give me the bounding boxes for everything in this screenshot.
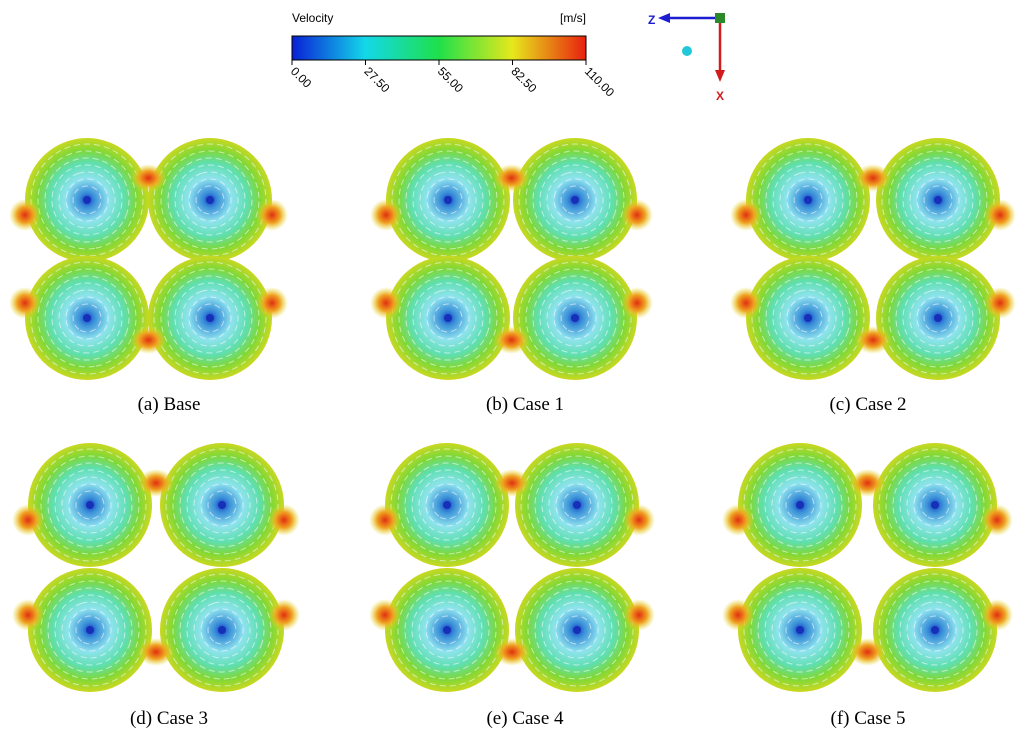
hotspot [730, 287, 762, 319]
hotspot [722, 599, 754, 631]
core [443, 626, 451, 634]
colorbar [292, 36, 586, 60]
core [83, 196, 91, 204]
hotspot [855, 164, 891, 192]
colorbar-tick-label: 27.50 [361, 64, 392, 95]
core [218, 626, 226, 634]
hotspot [369, 599, 401, 631]
colorbar-tick-label: 0.00 [288, 64, 315, 91]
panel-caption: (a) Base [138, 394, 201, 415]
core [796, 501, 804, 509]
core [934, 196, 942, 204]
core [444, 196, 452, 204]
hotspot [494, 164, 530, 192]
core [443, 501, 451, 509]
core [86, 626, 94, 634]
axis-label: X [716, 89, 724, 103]
panel [730, 122, 1016, 396]
hotspot [370, 287, 402, 319]
panel-caption: (f) Case 5 [831, 708, 906, 729]
hotspot [984, 199, 1016, 231]
core [804, 196, 812, 204]
hotspot [850, 638, 886, 666]
colorbar-tick-label: 82.50 [508, 64, 539, 95]
panel [369, 427, 655, 708]
hotspot [268, 504, 300, 536]
panel [12, 427, 300, 708]
panel-caption: (b) Case 1 [486, 394, 564, 415]
hotspot [623, 599, 655, 631]
figure: Velocity [m/s] Z X 0.00 27.50 55.00 82.50 11… [0, 0, 1016, 743]
colorbar-title: Velocity [292, 11, 333, 25]
hotspot [370, 199, 402, 231]
hotspot [268, 599, 300, 631]
axis-triad [658, 13, 725, 82]
core [931, 501, 939, 509]
core [573, 501, 581, 509]
hotspot [621, 199, 653, 231]
colorbar-tick-label: 55.00 [435, 64, 466, 95]
hotspot [855, 326, 891, 354]
panel [722, 427, 1013, 708]
core [444, 314, 452, 322]
hotspot [722, 504, 754, 536]
hotspot [12, 599, 44, 631]
hotspot [138, 469, 174, 497]
hotspot [623, 504, 655, 536]
axis-label: Z [648, 13, 655, 27]
hotspot [256, 287, 288, 319]
hotspot [494, 326, 530, 354]
hotspot [981, 504, 1013, 536]
core [571, 314, 579, 322]
hotspot [9, 199, 41, 231]
hotspot [9, 287, 41, 319]
hotspot [138, 638, 174, 666]
hotspot [256, 199, 288, 231]
panel-caption: (c) Case 2 [829, 394, 906, 415]
hotspot [369, 504, 401, 536]
colorbar-unit: [m/s] [560, 11, 586, 25]
hotspot [730, 199, 762, 231]
hotspot [494, 469, 530, 497]
panel-caption: (d) Case 3 [130, 708, 208, 729]
core [804, 314, 812, 322]
core [573, 626, 581, 634]
core [206, 196, 214, 204]
core [83, 314, 91, 322]
core [206, 314, 214, 322]
panel [370, 122, 653, 396]
core [218, 501, 226, 509]
hotspot [850, 469, 886, 497]
hotspot [621, 287, 653, 319]
panel [9, 122, 288, 396]
core [571, 196, 579, 204]
core [934, 314, 942, 322]
panel-caption: (e) Case 4 [486, 708, 564, 729]
colorbar-tick-label: 110.00 [582, 64, 617, 99]
hotspot [981, 599, 1013, 631]
core [796, 626, 804, 634]
hotspot [12, 504, 44, 536]
hotspot [131, 326, 167, 354]
hotspot [984, 287, 1016, 319]
core [86, 501, 94, 509]
core [931, 626, 939, 634]
hotspot [131, 164, 167, 192]
hotspot [494, 638, 530, 666]
